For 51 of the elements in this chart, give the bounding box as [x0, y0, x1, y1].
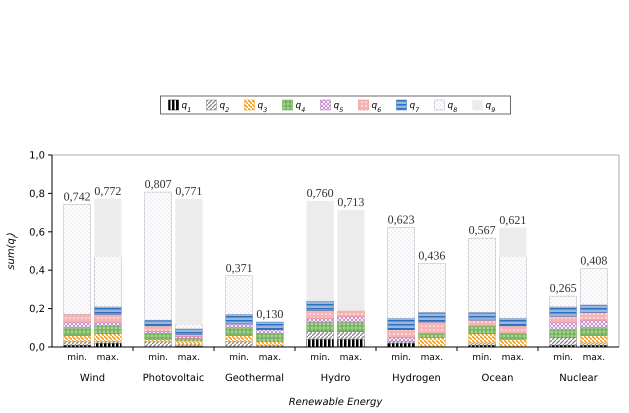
total-label: 0,567 [468, 223, 496, 238]
total-label: 0,371 [226, 260, 253, 275]
x-tick-label: max. [340, 353, 362, 363]
legend-label: q$_{6}$ [372, 101, 382, 114]
legend-label: q$_{4}$ [296, 101, 306, 114]
legend-label: q$_{9}$ [486, 101, 496, 114]
x-tick-label: min. [472, 353, 492, 363]
x-tick-label: max. [420, 353, 444, 363]
x-tick-label: min. [67, 353, 88, 363]
x-tick-label: max. [96, 353, 120, 363]
legend-label: q$_{3}$ [258, 101, 268, 114]
legend-label: q$_{5}$ [334, 101, 344, 114]
text: Wind [80, 373, 106, 384]
x-tick-label: max. [502, 353, 524, 363]
text: Hydro [320, 373, 350, 384]
total-label: 0,760 [306, 186, 334, 200]
total-label: 0,436 [418, 248, 446, 262]
x-tick-label: min. [310, 353, 330, 363]
x-tick-label: min. [229, 353, 250, 363]
y-tick-label: 0,0 [29, 342, 45, 354]
total-label: 0,265 [550, 281, 577, 296]
x-tick-label: min. [553, 353, 574, 363]
y-tick-label: 0,8 [29, 188, 45, 200]
text: Hydrogen [392, 373, 441, 384]
x-tick-label: max. [258, 353, 282, 363]
legend-label: q$_{8}$ [448, 101, 458, 114]
total-label: 0,621 [499, 212, 526, 227]
text: Nuclear [559, 373, 599, 384]
total-label: 0,807 [144, 177, 172, 192]
y-tick-label: 0,6 [29, 227, 45, 238]
total-label: 0,130 [256, 307, 284, 322]
text: Photovoltaic [142, 373, 204, 384]
x-axis-title: Renewable Energy [288, 397, 384, 408]
x-tick-label: max. [178, 353, 200, 363]
y-tick-label: 0,2 [29, 304, 45, 316]
legend-label: q$_{7}$ [410, 101, 420, 114]
y-tick-label: 1,0 [29, 150, 45, 162]
total-label: 0,772 [94, 184, 122, 198]
legend-label: q$_{1}$ [182, 101, 192, 114]
total-label: 0,742 [64, 190, 91, 204]
total-label: 0,713 [337, 195, 364, 210]
text: Geothermal [224, 373, 284, 384]
total-label: 0,408 [580, 254, 608, 268]
total-label: 0,623 [388, 212, 415, 226]
text: Ocean [482, 373, 514, 384]
legend-label: q$_{2}$ [220, 101, 230, 114]
y-tick-label: 0,4 [29, 266, 45, 277]
x-tick-label: min. [391, 353, 412, 363]
x-tick-label: min. [148, 353, 168, 363]
x-tick-label: max. [582, 353, 606, 363]
total-label: 0,771 [175, 184, 202, 198]
